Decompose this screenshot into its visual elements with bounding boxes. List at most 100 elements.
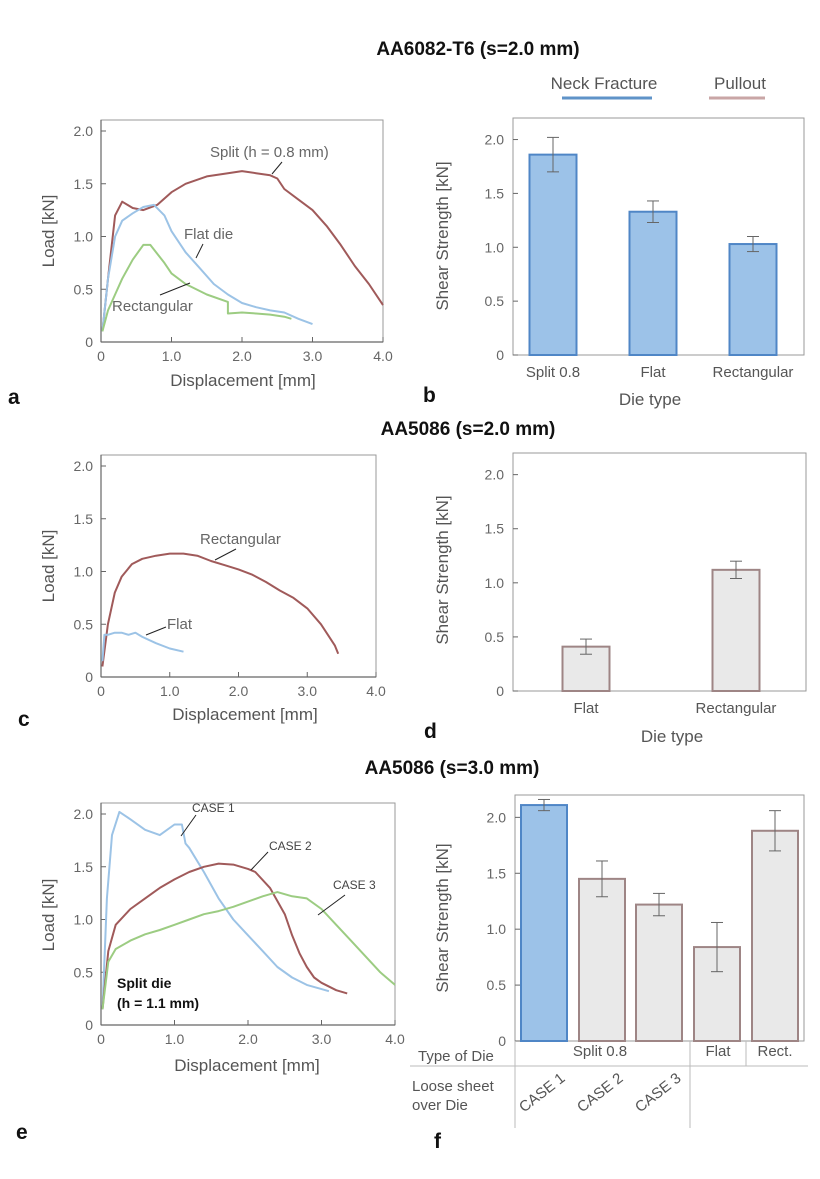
plot-area-e xyxy=(100,802,396,1026)
xlabel-a: Displacement [mm] xyxy=(170,371,315,390)
y-tick-label: 0 xyxy=(85,1017,93,1033)
annotation-split-die: Split die xyxy=(117,975,172,991)
chart-b: 0 0.5 1.0 1.5 2.0 Split 0.8 Flat Rectangular D… xyxy=(433,117,805,409)
panel-label-d: d xyxy=(424,720,437,743)
x-category-label: Flat xyxy=(640,364,666,381)
table-row1-label: Type of Die xyxy=(418,1048,494,1065)
annotation-arrow-case2 xyxy=(250,851,269,871)
bar-f-2 xyxy=(635,903,683,1043)
annotation-split: Split (h = 0.8 mm) xyxy=(210,144,329,161)
y-tick-label: 2.0 xyxy=(74,458,94,474)
xlabel-b: Die type xyxy=(619,390,681,409)
annotation-arrow-case1 xyxy=(180,814,197,837)
group-title-1: AA6082-T6 (s=2.0 mm) xyxy=(376,39,579,60)
annotation-arrow-split xyxy=(271,161,283,175)
annotation-flat-c: Flat xyxy=(167,616,193,633)
y-tick-label: 1.0 xyxy=(74,564,94,580)
x-tick-label: 3.0 xyxy=(303,348,323,364)
annotation-arrow-rect-c xyxy=(214,548,237,561)
ylabel-b: Shear Strength [kN] xyxy=(433,161,452,310)
y-tick-label: 1.5 xyxy=(74,859,94,875)
ylabel-e: Load [kN] xyxy=(39,879,58,952)
y-tick-label: 1.5 xyxy=(74,176,94,192)
annotation-case1: CASE 1 xyxy=(192,801,235,815)
x-tick-label: 0 xyxy=(97,348,105,364)
bar-f-1 xyxy=(578,877,626,1043)
y-tick-label: 0 xyxy=(496,347,504,363)
series-line-a-0 xyxy=(101,170,384,332)
y-tick-label: 0.5 xyxy=(487,977,507,993)
series-line-e-2 xyxy=(101,891,396,1010)
y-tick-label: 0 xyxy=(85,669,93,685)
y-tick-label: 0.5 xyxy=(74,964,94,980)
x-tick-label: 1.0 xyxy=(165,1031,185,1047)
annotation-rect-c: Rectangular xyxy=(200,531,281,548)
table-group-rect: Rect. xyxy=(757,1043,792,1060)
group-title-3: AA5086 (s=3.0 mm) xyxy=(365,758,540,779)
table-group-split: Split 0.8 xyxy=(573,1043,627,1060)
y-tick-label: 0 xyxy=(496,683,504,699)
x-tick-label: 1.0 xyxy=(160,683,180,699)
table-row2-label-2: over Die xyxy=(412,1097,468,1114)
y-tick-label: 0.5 xyxy=(74,616,94,632)
y-tick-label: 1.5 xyxy=(487,865,507,881)
bar-b-2 xyxy=(728,243,778,356)
series-line-a-2 xyxy=(101,243,292,332)
y-tick-label: 1.0 xyxy=(485,575,505,591)
x-tick-label: 0 xyxy=(97,683,105,699)
y-tick-label: 1.5 xyxy=(485,521,505,537)
x-category-label: Split 0.8 xyxy=(526,364,580,381)
chart-c: 0 1.0 2.0 3.0 4.0 0 0.5 1.0 1.5 2.0 Displacement … xyxy=(39,454,386,724)
bar-b-1 xyxy=(628,210,678,356)
xlabel-d: Die type xyxy=(641,727,703,746)
y-tick-label: 2.0 xyxy=(485,132,505,148)
y-tick-label: 2.0 xyxy=(74,123,94,139)
chart-e: 0 1.0 2.0 3.0 4.0 0 0.5 1.0 1.5 2.0 Displacement … xyxy=(39,801,405,1075)
table-row2-label-1: Loose sheet xyxy=(412,1078,495,1095)
annotation-split-h: (h = 1.1 mm) xyxy=(117,995,199,1011)
annotation-arrow-flat-a xyxy=(195,243,204,259)
y-tick-label: 1.0 xyxy=(74,229,94,245)
chart-f: 0 0.5 1.0 1.5 2.0 Shear Strength [kN] Type o… xyxy=(410,794,808,1128)
series-line-e-0 xyxy=(101,810,330,1010)
xlabel-e: Displacement [mm] xyxy=(174,1056,319,1075)
y-tick-label: 0.5 xyxy=(485,293,505,309)
x-category-label: Flat xyxy=(573,700,599,717)
y-tick-label: 2.0 xyxy=(487,809,507,825)
x-tick-label: 0 xyxy=(97,1031,105,1047)
x-tick-label: 4.0 xyxy=(366,683,386,699)
panel-label-f: f xyxy=(434,1130,442,1153)
x-category-label: Rectangular xyxy=(713,364,794,381)
y-tick-label: 1.5 xyxy=(74,511,94,527)
chart-d: 0 0.5 1.0 1.5 2.0 Flat Rectangular Die type S… xyxy=(433,452,807,746)
chart-a: 0 1.0 2.0 3.0 4.0 0 0.5 1.0 1.5 2.0 Displacement … xyxy=(39,119,393,390)
annotation-arrow-rect-a xyxy=(159,282,191,296)
annotation-arrow-flat-c xyxy=(145,626,167,636)
x-tick-label: 2.0 xyxy=(229,683,249,699)
plot-area-d xyxy=(512,452,807,692)
table-case2: CASE 2 xyxy=(574,1070,627,1116)
x-category-label: Rectangular xyxy=(696,700,777,717)
legend-neck-label: Neck Fracture xyxy=(551,74,658,93)
x-tick-label: 3.0 xyxy=(312,1031,332,1047)
panel-label-c: c xyxy=(18,708,30,731)
y-tick-label: 1.5 xyxy=(485,185,505,201)
series-line-e-1 xyxy=(101,862,348,1010)
group-title-2: AA5086 (s=2.0 mm) xyxy=(381,419,556,440)
panel-label-e: e xyxy=(16,1121,28,1144)
bar-d-1 xyxy=(711,568,761,692)
panel-label-b: b xyxy=(423,384,436,407)
ylabel-c: Load [kN] xyxy=(39,530,58,603)
y-tick-label: 2.0 xyxy=(74,806,94,822)
ylabel-f: Shear Strength [kN] xyxy=(433,843,452,992)
x-tick-label: 3.0 xyxy=(298,683,318,699)
bar-b-0 xyxy=(528,153,578,356)
x-tick-label: 2.0 xyxy=(238,1031,258,1047)
annotation-rect-a: Rectangular xyxy=(112,298,193,315)
series-line-a-1 xyxy=(101,203,313,332)
xlabel-c: Displacement [mm] xyxy=(172,705,317,724)
x-tick-label: 4.0 xyxy=(373,348,393,364)
series-line-c-0 xyxy=(101,552,340,667)
bar-f-4 xyxy=(751,829,799,1042)
